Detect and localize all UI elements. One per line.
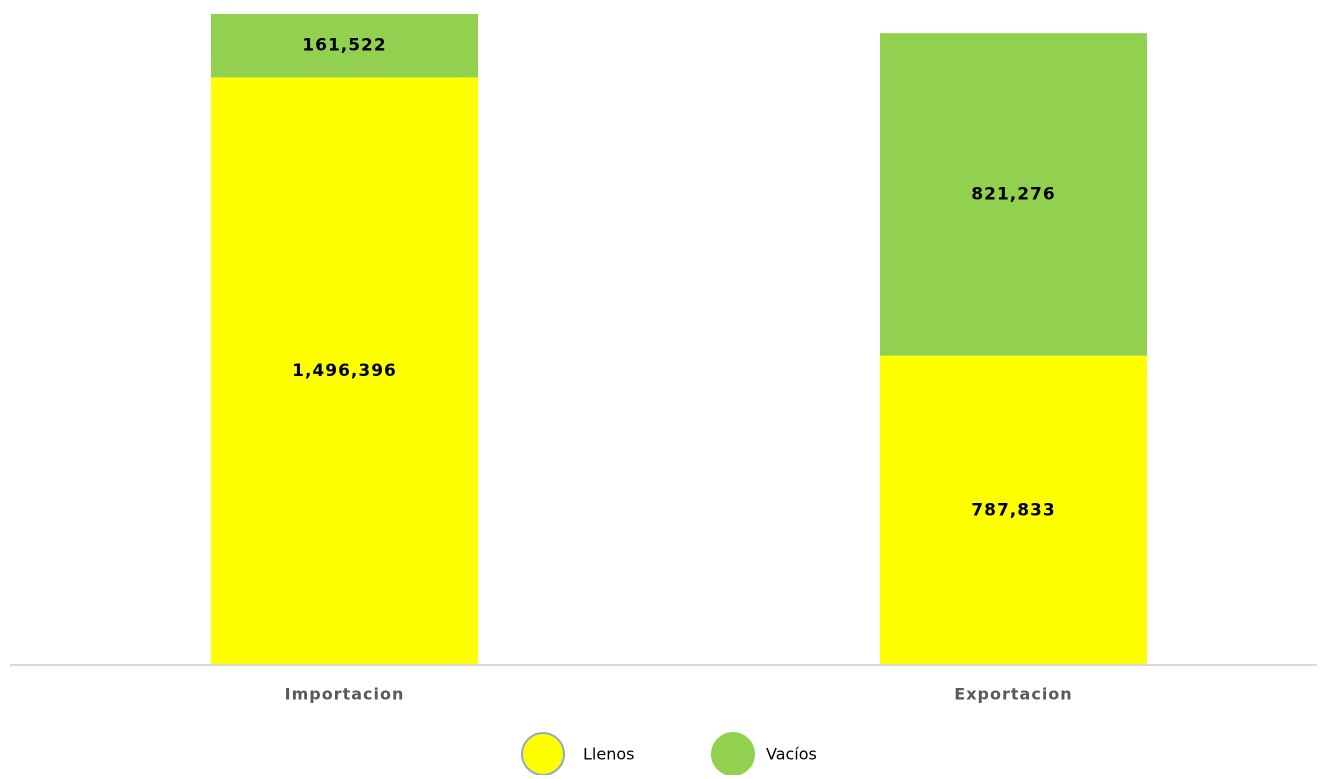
x-tick-label: Exportacion [954, 685, 1072, 704]
data-label: 787,833 [971, 500, 1055, 520]
data-label: 821,276 [971, 184, 1055, 204]
legend-label: Llenos [583, 745, 634, 764]
legend-label: Vacíos [766, 745, 817, 764]
legend-swatch [711, 732, 755, 776]
bar-segment [211, 14, 478, 78]
legend-swatch [521, 732, 565, 776]
bar-segment [211, 77, 478, 666]
data-label: 1,496,396 [292, 361, 397, 381]
x-tick-label: Importacion [285, 685, 405, 704]
bar-segment [880, 33, 1147, 356]
data-label: 161,522 [302, 36, 386, 56]
bar-segment [880, 355, 1147, 665]
